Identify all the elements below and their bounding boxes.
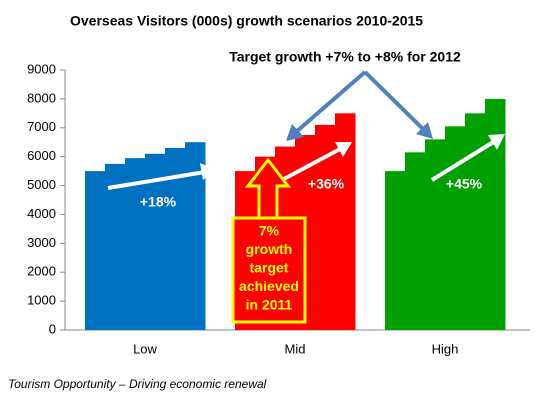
bar	[105, 163, 126, 330]
callout-text: growth	[246, 241, 293, 257]
y-tick-label: 6000	[27, 148, 56, 163]
bar	[405, 152, 426, 330]
growth-label: +18%	[140, 194, 177, 210]
bar	[335, 113, 356, 330]
target-arrows	[286, 70, 433, 141]
callout-text: 7%	[259, 223, 280, 239]
y-tick-label: 3000	[27, 235, 56, 250]
callout-text: in 2011	[246, 297, 293, 313]
bar	[465, 113, 486, 330]
bar	[385, 171, 406, 330]
annotation: Target growth +7% to +8% for 2012	[229, 49, 461, 65]
footer: Tourism Opportunity – Driving economic r…	[8, 377, 267, 391]
growth-label: +36%	[308, 176, 345, 192]
growth-label: +45%	[446, 176, 483, 192]
decorations	[107, 70, 505, 324]
y-tick-label: 7000	[27, 119, 56, 134]
bar	[145, 153, 166, 330]
bar	[185, 142, 206, 330]
bar	[425, 139, 446, 330]
y-tick-label: 8000	[27, 90, 56, 105]
y-tick-label: 9000	[27, 61, 56, 76]
y-tick-label: 2000	[27, 264, 56, 279]
bar	[445, 126, 466, 330]
y-tick-label: 4000	[27, 206, 56, 221]
y-tick-label: 1000	[27, 293, 56, 308]
callout-text: target	[250, 260, 289, 276]
bar	[125, 158, 146, 330]
chart-title: Overseas Visitors (000s) growth scenario…	[70, 13, 423, 29]
x-tick-label: Low	[133, 341, 157, 356]
y-tick-label: 5000	[27, 177, 56, 192]
y-tick-label: 0	[49, 321, 56, 336]
x-tick-label: High	[432, 341, 459, 356]
bar	[315, 124, 336, 330]
bar	[165, 148, 186, 330]
bar	[485, 98, 506, 330]
callout-text: achieved	[239, 278, 299, 294]
x-tick-label: Mid	[285, 341, 306, 356]
bar	[85, 171, 106, 330]
trend-arrows	[107, 134, 505, 190]
callout-box	[231, 216, 307, 324]
